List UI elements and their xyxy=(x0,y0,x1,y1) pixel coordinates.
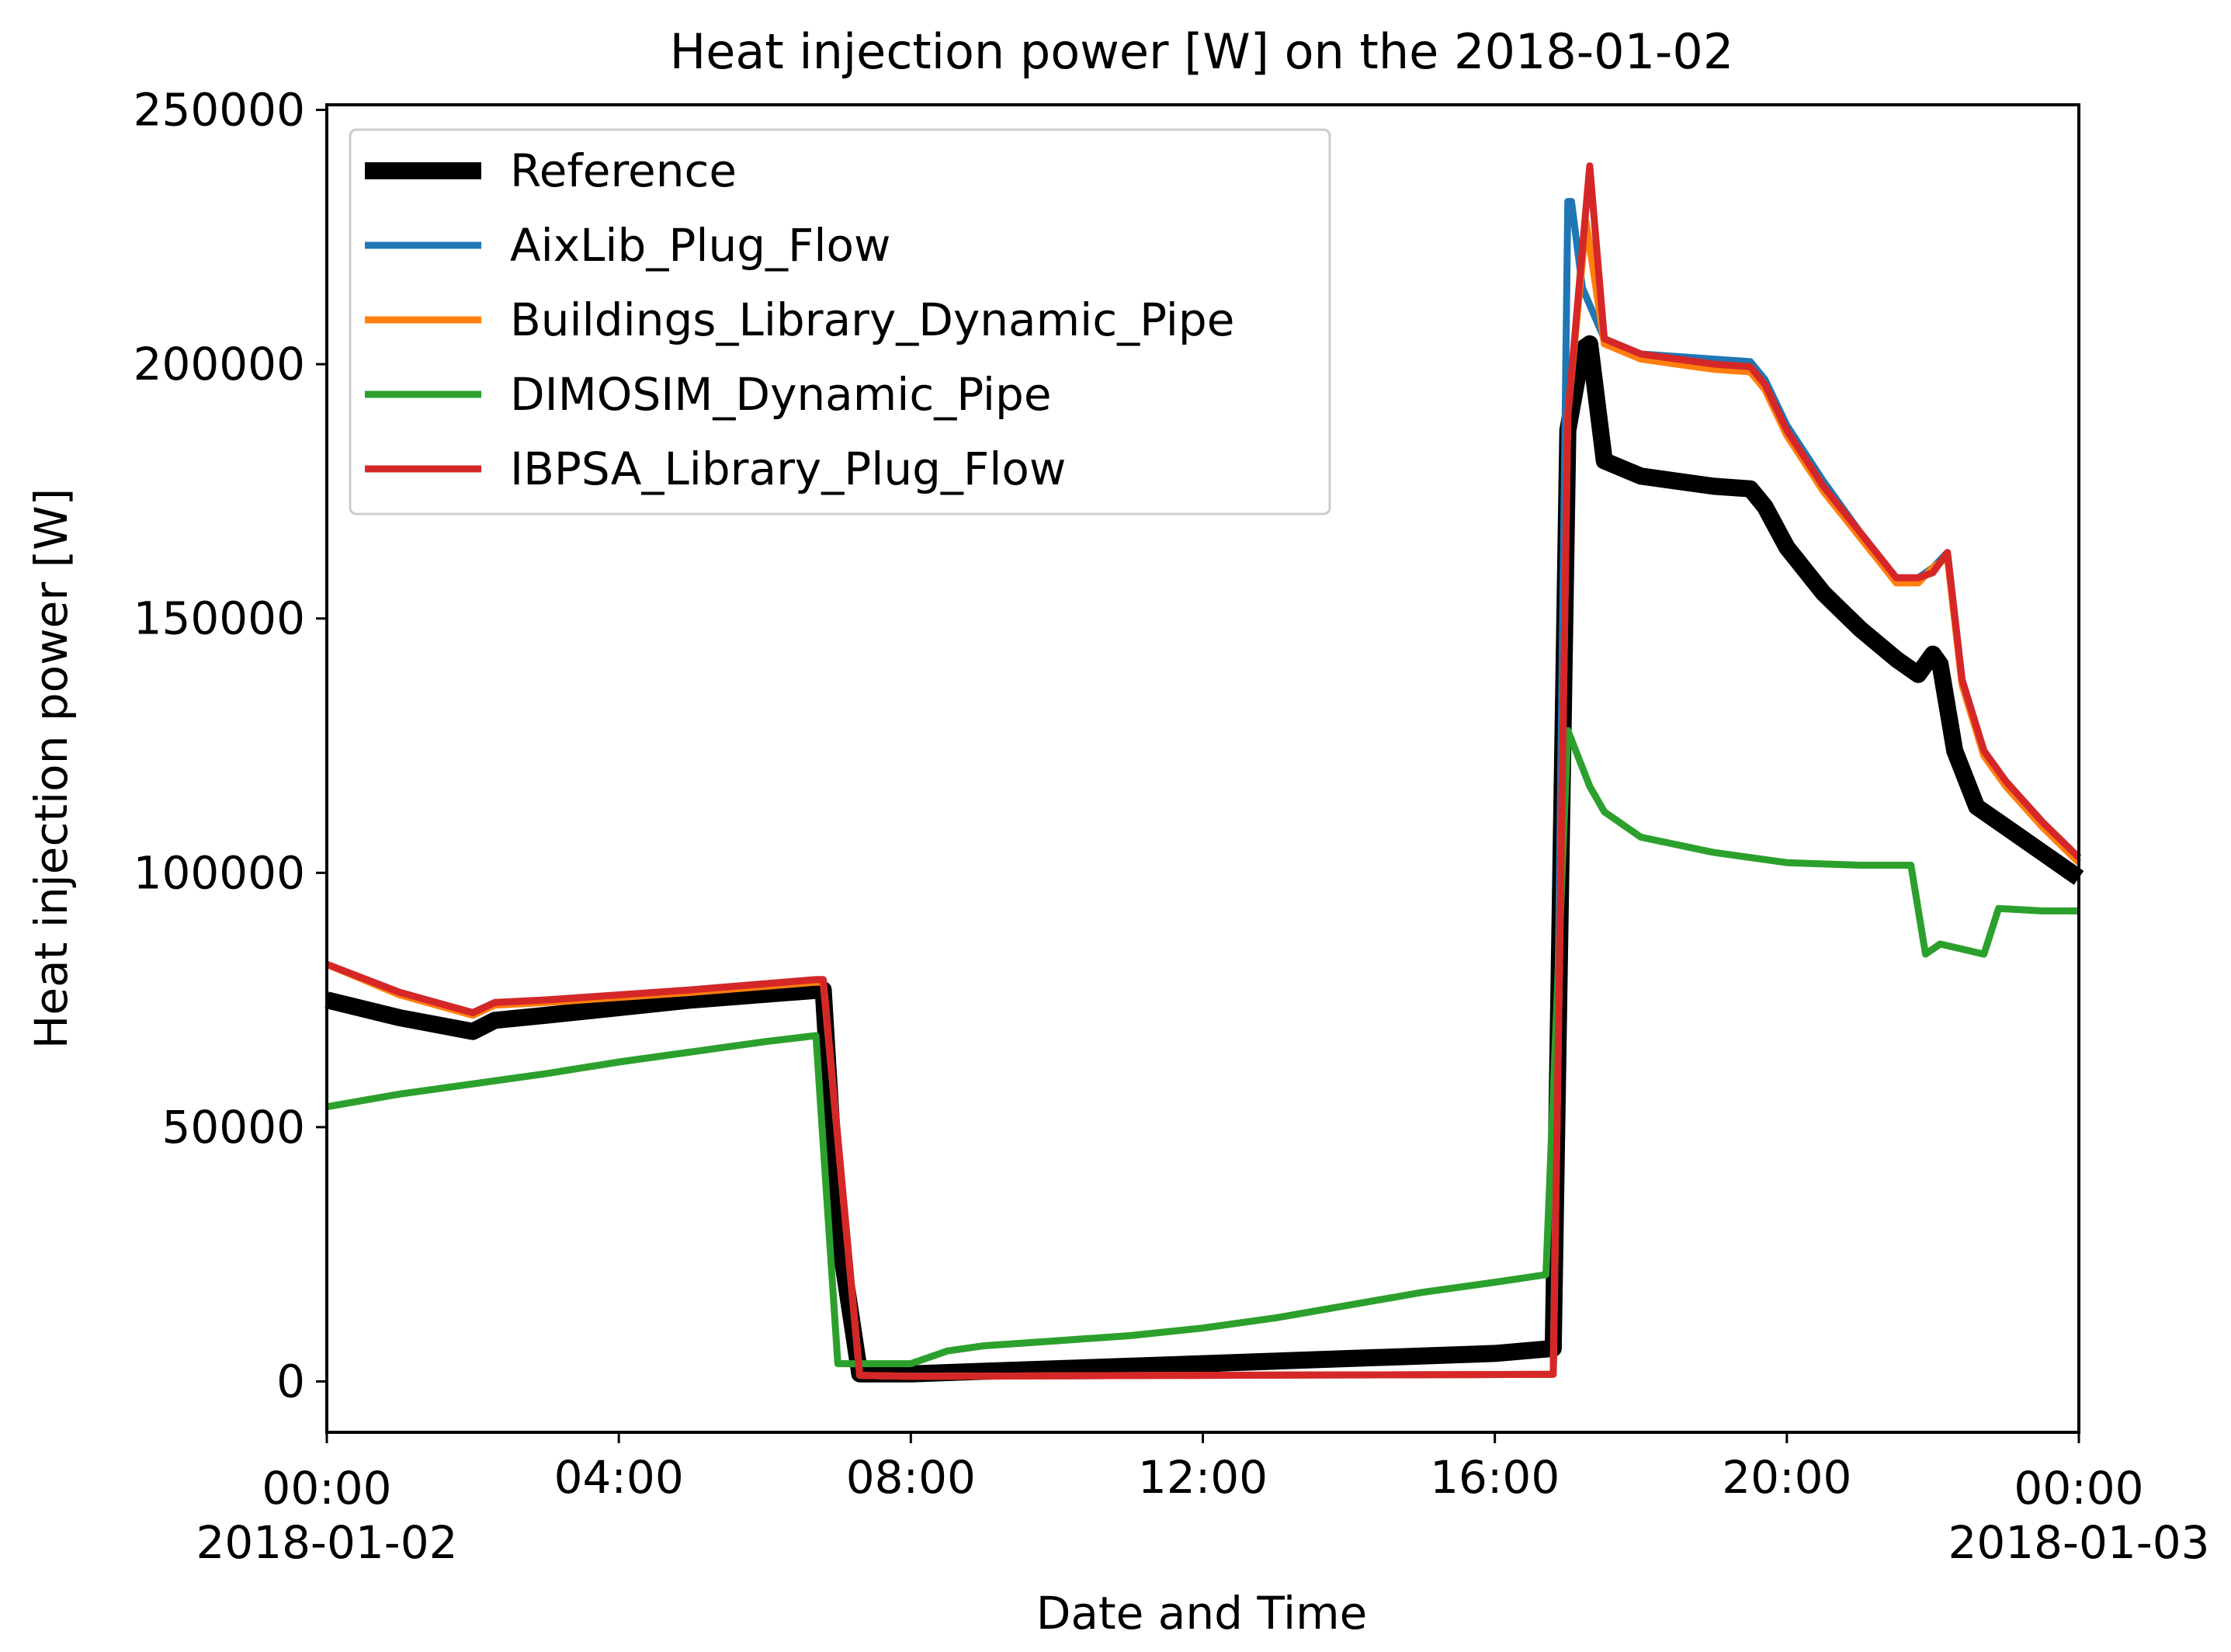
x-tick-label: 16:00 xyxy=(1430,1451,1560,1504)
x-tick-label: 08:00 xyxy=(846,1451,976,1504)
axes-frame xyxy=(325,103,2080,1434)
y-axis: 0 50000 100000 150000 200000 250000 xyxy=(134,84,327,1407)
series-line-reference xyxy=(324,335,2084,1383)
y-tick-label: 100000 xyxy=(134,846,305,899)
legend-label: AixLib_Plug_Flow xyxy=(510,219,890,272)
x-tick-label: 20:00 xyxy=(1722,1451,1851,1504)
y-tick-label: 0 xyxy=(276,1355,305,1407)
legend-label: Reference xyxy=(510,144,737,197)
legend-label: Buildings_Library_Dynamic_Pipe xyxy=(510,293,1234,346)
x-tick-label: 04:00 xyxy=(554,1451,684,1504)
x-tick-label: 00:00 xyxy=(262,1462,391,1515)
x-axis-label: Date and Time xyxy=(1036,1587,1368,1640)
x-tick-label: 12:00 xyxy=(1138,1451,1268,1504)
y-tick-label: 250000 xyxy=(134,84,305,137)
x-tick-label: 00:00 xyxy=(2014,1462,2143,1515)
y-axis-label: Heat injection power [W] xyxy=(25,488,78,1049)
series-line-ibpsa-library-plug-flow xyxy=(325,162,2082,1380)
legend-box xyxy=(349,128,1331,515)
plot-area xyxy=(324,162,2084,1383)
legend: Reference AixLib_Plug_Flow Buildings_Libra… xyxy=(349,128,1331,515)
legend-label: IBPSA_Library_Plug_Flow xyxy=(510,442,1066,495)
series-line-dimosim-dynamic-pipe xyxy=(326,727,2079,1368)
x-tick-date-label: 2018-01-03 xyxy=(1948,1516,2209,1569)
y-tick-label: 50000 xyxy=(161,1101,305,1154)
y-tick-label: 200000 xyxy=(134,338,305,390)
y-tick-label: 150000 xyxy=(134,592,305,645)
x-tick-date-label: 2018-01-02 xyxy=(196,1516,457,1569)
legend-label: DIMOSIM_Dynamic_Pipe xyxy=(510,368,1052,421)
chart-title: Heat injection power [W] on the 2018-01-… xyxy=(670,23,1734,80)
